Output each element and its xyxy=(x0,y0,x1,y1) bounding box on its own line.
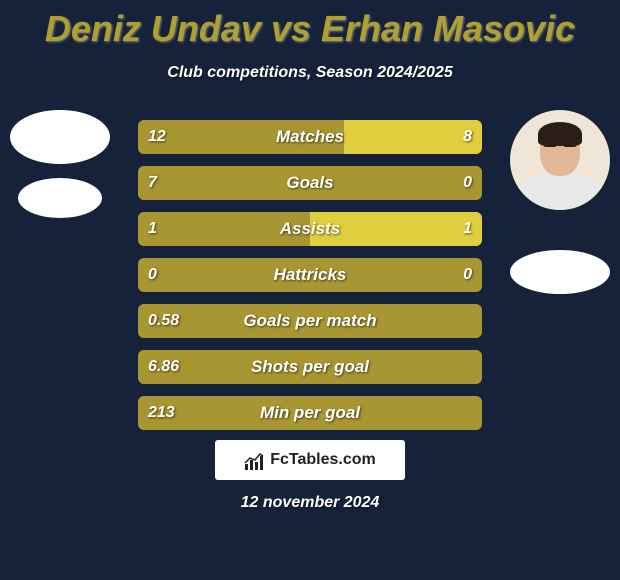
stat-label: Matches xyxy=(138,120,482,154)
stat-row: 00Hattricks xyxy=(138,258,482,292)
stat-row: 11Assists xyxy=(138,212,482,246)
comparison-infographic: Deniz Undav vs Erhan Masovic Club compet… xyxy=(0,0,620,580)
stat-row: 0.58Goals per match xyxy=(138,304,482,338)
stat-label: Goals xyxy=(138,166,482,200)
stat-row: 6.86Shots per goal xyxy=(138,350,482,384)
stat-row: 70Goals xyxy=(138,166,482,200)
chart-icon xyxy=(244,450,264,470)
player-photo xyxy=(510,110,610,210)
avatar-placeholder-shape xyxy=(18,178,102,218)
logo-text: FcTables.com xyxy=(270,451,376,469)
subtitle: Club competitions, Season 2024/2025 xyxy=(0,64,620,82)
date-label: 12 november 2024 xyxy=(0,494,620,512)
page-title: Deniz Undav vs Erhan Masovic xyxy=(0,0,620,50)
stat-row: 128Matches xyxy=(138,120,482,154)
source-logo: FcTables.com xyxy=(215,440,405,480)
player-left-avatar xyxy=(10,110,110,210)
avatar-placeholder-shape xyxy=(510,250,610,294)
player-right-avatar xyxy=(510,110,610,210)
stat-label: Goals per match xyxy=(138,304,482,338)
stats-chart: 128Matches 70Goals 11Assists 00Hattricks 0.5… xyxy=(138,120,482,442)
stat-label: Hattricks xyxy=(138,258,482,292)
stat-label: Assists xyxy=(138,212,482,246)
stat-label: Min per goal xyxy=(138,396,482,430)
stat-row: 213Min per goal xyxy=(138,396,482,430)
stat-label: Shots per goal xyxy=(138,350,482,384)
avatar-placeholder-shape xyxy=(10,110,110,164)
